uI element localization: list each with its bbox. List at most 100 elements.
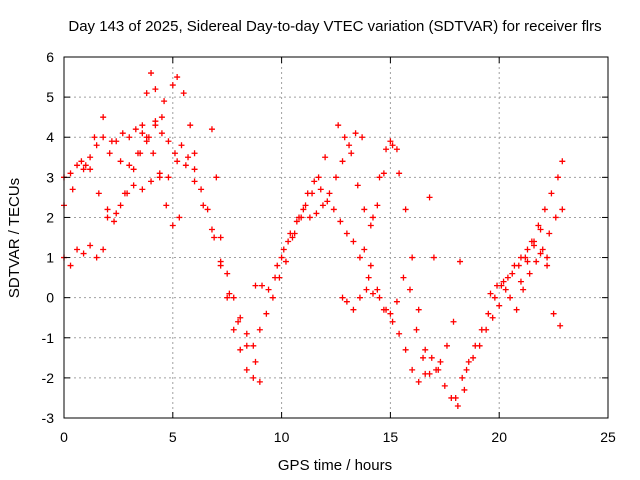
data-point: [537, 250, 544, 257]
data-point: [511, 262, 518, 269]
data-point: [463, 366, 470, 373]
data-point: [87, 242, 94, 249]
data-point: [263, 310, 270, 317]
data-point: [350, 306, 357, 313]
series-sat-d: [82, 74, 198, 169]
data-point: [100, 246, 107, 253]
data-point: [428, 354, 435, 361]
data-point: [230, 326, 237, 333]
data-point: [298, 214, 305, 221]
data-point: [126, 162, 133, 169]
x-tick-label: 10: [274, 429, 290, 445]
data-point: [330, 206, 337, 213]
data-point: [389, 142, 396, 149]
data-point: [306, 214, 313, 221]
data-point: [393, 298, 400, 305]
data-point: [274, 262, 281, 269]
data-point: [185, 154, 192, 161]
data-point: [531, 242, 538, 249]
data-point: [280, 246, 287, 253]
data-point: [93, 142, 100, 149]
data-point: [457, 258, 464, 265]
data-point: [369, 214, 376, 221]
gridlines: [64, 57, 608, 418]
data-point: [139, 186, 146, 193]
data-point: [520, 286, 527, 293]
data-point: [285, 238, 292, 245]
series-sat-p: [487, 206, 566, 313]
data-point: [387, 310, 394, 317]
data-point: [161, 98, 168, 105]
x-axis-label: GPS time / hours: [278, 457, 392, 474]
data-point: [74, 162, 81, 169]
data-point: [163, 202, 170, 209]
data-point: [359, 134, 366, 141]
data-point: [485, 310, 492, 317]
data-point: [339, 158, 346, 165]
x-tick-label: 25: [600, 429, 616, 445]
x-axis-ticks: 0 5 10 15 20 25: [60, 57, 616, 445]
y-tick-label: -1: [42, 330, 55, 346]
data-point: [387, 138, 394, 145]
data-point: [400, 274, 407, 281]
data-point: [502, 286, 509, 293]
y-tick-label: -2: [42, 370, 55, 386]
data-point: [524, 258, 531, 265]
data-point: [343, 298, 350, 305]
data-point: [165, 138, 172, 145]
data-point: [191, 178, 198, 185]
data-point: [559, 206, 566, 213]
series-sat-n: [426, 158, 566, 373]
data-point: [513, 306, 520, 313]
series-sat-m: [369, 142, 429, 353]
data-point: [67, 262, 74, 269]
data-point: [554, 174, 561, 181]
data-point: [178, 142, 185, 149]
data-point: [526, 270, 533, 277]
data-point: [80, 250, 87, 257]
data-point: [224, 294, 231, 301]
data-point: [191, 150, 198, 157]
data-point: [380, 170, 387, 177]
data-point: [559, 158, 566, 165]
data-point: [315, 174, 322, 181]
data-point: [524, 246, 531, 253]
data-point: [148, 178, 155, 185]
data-point: [171, 150, 178, 157]
data-point: [500, 278, 507, 285]
data-point: [152, 118, 159, 125]
data-point: [396, 330, 403, 337]
data-point: [319, 202, 326, 209]
data-point: [450, 318, 457, 325]
data-point: [376, 174, 383, 181]
data-point: [117, 202, 124, 209]
data-point: [533, 258, 540, 265]
series-sat-f: [139, 70, 165, 129]
data-point: [256, 326, 263, 333]
data-point: [302, 202, 309, 209]
data-point: [461, 386, 468, 393]
data-point: [517, 254, 524, 261]
data-point: [174, 74, 181, 81]
data-point: [317, 186, 324, 193]
data-point: [158, 114, 165, 121]
data-point: [200, 202, 207, 209]
data-point: [402, 206, 409, 213]
data-point: [550, 310, 557, 317]
data-point: [224, 270, 231, 277]
data-point: [93, 254, 100, 261]
data-point: [217, 234, 224, 241]
data-point: [100, 114, 107, 121]
data-point: [117, 158, 124, 165]
data-point: [230, 294, 237, 301]
data-point: [311, 178, 318, 185]
data-point: [459, 374, 466, 381]
data-point: [100, 134, 107, 141]
data-point: [182, 162, 189, 169]
data-point: [496, 302, 503, 309]
data-point: [67, 170, 74, 177]
data-point: [180, 90, 187, 97]
data-point: [337, 218, 344, 225]
data-point: [402, 346, 409, 353]
data-point: [165, 174, 172, 181]
